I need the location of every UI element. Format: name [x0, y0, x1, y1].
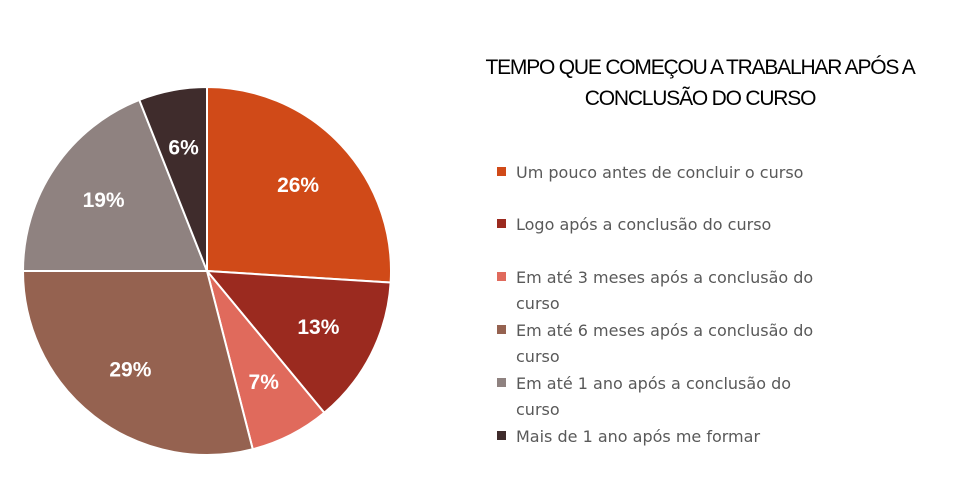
legend-item-3: Em até 3 meses após a conclusão do curso: [497, 265, 827, 317]
pie-slice-4: [22, 270, 254, 456]
slice-data-label-3: 7%: [249, 371, 280, 394]
slice-data-label-5: 19%: [83, 189, 125, 212]
legend-item-1: Um pouco antes de concluir o curso: [497, 160, 827, 186]
legend-item-4: Em até 6 meses após a conclusão do curso: [497, 318, 827, 370]
pie-slice-6: [138, 86, 208, 272]
legend-item-2: Logo após a conclusão do curso: [497, 212, 827, 238]
legend-label: Logo após a conclusão do curso: [516, 215, 772, 234]
legend-item-5: Em até 1 ano após a conclusão do curso: [497, 371, 827, 423]
legend-swatch: [497, 167, 506, 176]
legend-swatch: [497, 219, 506, 228]
legend-label: Mais de 1 ano após me formar: [516, 427, 761, 446]
pie-slice-1: [206, 86, 393, 284]
legend-swatch: [497, 378, 506, 387]
legend-swatch: [497, 431, 506, 440]
legend-swatch: [497, 272, 506, 281]
legend-label: Em até 3 meses após a conclusão do curso: [516, 268, 814, 313]
chart-title: TEMPO QUE COMEÇOU A TRABALHAR APÓS A CON…: [485, 56, 915, 110]
legend-label: Um pouco antes de concluir o curso: [516, 163, 804, 182]
legend-label: Em até 1 ano após a conclusão do curso: [516, 374, 792, 419]
pie-slice-2: [206, 270, 392, 414]
slice-data-label-2: 13%: [297, 316, 339, 339]
pie-slice-5: [22, 98, 208, 272]
legend-label: Em até 6 meses após a conclusão do curso: [516, 321, 814, 366]
legend-swatch: [497, 325, 506, 334]
slice-data-label-6: 6%: [168, 137, 199, 160]
slice-data-label-4: 29%: [109, 358, 151, 381]
slice-data-label-1: 26%: [277, 174, 319, 197]
legend-item-6: Mais de 1 ano após me formar: [497, 424, 827, 450]
